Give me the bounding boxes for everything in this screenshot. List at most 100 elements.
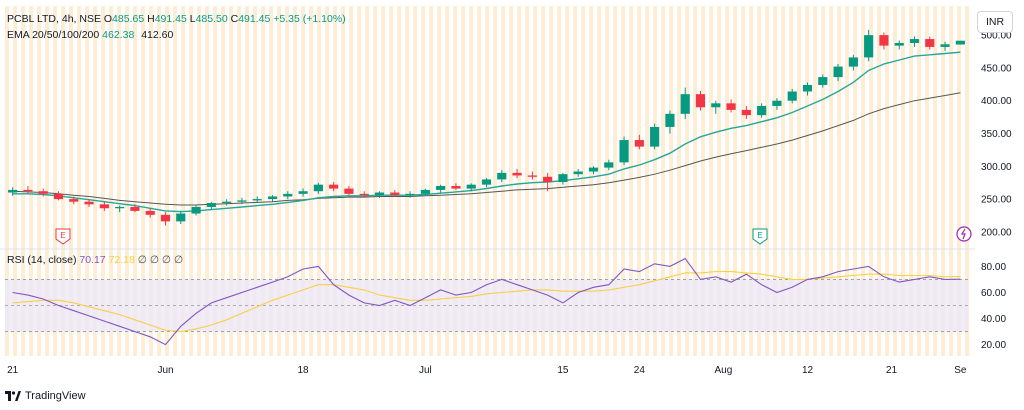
rsi-background-band (5, 279, 968, 332)
symbol-label[interactable]: PCBL LTD, 4h, NSE (7, 13, 101, 25)
session-band (741, 6, 745, 356)
session-band (837, 6, 841, 356)
split-event-icon[interactable] (956, 226, 972, 242)
candlestick-series[interactable] (8, 29, 965, 226)
earnings-event-icon[interactable]: E (752, 228, 768, 245)
time-axis[interactable]: 21 Jun 18 Jul 15 24 Aug 12 21 Se (7, 365, 967, 376)
candle (802, 82, 813, 96)
candle-body (390, 192, 400, 196)
session-band (45, 6, 49, 356)
candle (879, 32, 889, 50)
candle-body (53, 193, 64, 200)
rsi-label: RSI (14, close) (7, 254, 77, 266)
session-band (925, 6, 929, 356)
session-band (277, 6, 281, 356)
candle-body (222, 201, 232, 204)
candle (329, 182, 339, 192)
candle-body (787, 91, 797, 101)
session-band (629, 6, 633, 356)
rsi-value-2: 72.18 (108, 254, 135, 266)
session-band (885, 6, 889, 356)
candle (925, 36, 935, 50)
session-band (253, 6, 257, 356)
candle (222, 199, 232, 206)
session-band (613, 6, 617, 356)
candle-body (206, 203, 216, 207)
session-band (189, 6, 193, 356)
open-key: O (103, 13, 113, 25)
candle (252, 196, 262, 204)
candle (23, 185, 33, 194)
ema-legend[interactable]: EMA 20/50/100/200 462.38 412.60 (7, 29, 173, 41)
candle (38, 188, 48, 197)
event-markers: E E (55, 226, 972, 245)
session-band (285, 6, 289, 356)
session-band (429, 6, 433, 356)
session-band (965, 6, 969, 356)
price-axis[interactable]: 200.00 250.00 300.00 350.00 400.00 450.00 500.… (981, 31, 1012, 239)
candle (283, 191, 293, 200)
candle-body (8, 189, 18, 193)
candle (558, 172, 568, 185)
candle (726, 99, 736, 113)
session-band (13, 6, 17, 356)
session-band (357, 6, 361, 356)
session-band (493, 6, 497, 356)
session-band (29, 6, 33, 356)
session-band (509, 6, 513, 356)
candle (955, 40, 965, 45)
session-band (437, 6, 441, 356)
session-band (101, 6, 105, 356)
session-band (501, 6, 505, 356)
candle (405, 191, 415, 198)
session-band (661, 6, 665, 356)
session-band (69, 6, 73, 356)
rsi-axis[interactable]: 20.00 40.00 60.00 80.00 (981, 262, 1006, 351)
session-band (765, 6, 769, 356)
session-band (589, 6, 593, 356)
session-band (525, 6, 529, 356)
session-band (309, 6, 313, 356)
time-tick-label: 15 (557, 365, 569, 376)
candle-body (359, 193, 369, 196)
candle (145, 208, 155, 218)
session-band (245, 6, 249, 356)
candle-body (925, 39, 935, 47)
candle (390, 189, 400, 197)
session-band (773, 6, 777, 356)
candle-body (466, 184, 476, 189)
candle-body (252, 199, 262, 201)
price-tick-label: 500.00 (981, 31, 1012, 42)
session-band (541, 6, 545, 356)
candle-body (344, 188, 354, 194)
rsi-legend[interactable]: RSI (14, close) 70.17 72.18 ∅ ∅ ∅ ∅ (7, 254, 183, 266)
candle (466, 183, 476, 192)
candle-body (650, 126, 660, 147)
candle-body (558, 174, 568, 183)
session-band (413, 6, 417, 356)
dividend-event-icon[interactable]: E (55, 228, 71, 245)
candle-body (145, 210, 155, 215)
candle (909, 36, 920, 47)
candle (191, 205, 201, 216)
candle-body (23, 189, 33, 192)
candle-body (680, 94, 690, 114)
session-band (125, 6, 129, 356)
session-band (893, 6, 897, 356)
tradingview-branding[interactable]: TradingView (5, 390, 86, 402)
candle (497, 170, 507, 183)
candle-body (481, 179, 492, 185)
ema-value-2: 412.60 (141, 29, 174, 41)
session-band (197, 6, 201, 356)
rsi-value-1: 70.17 (79, 254, 106, 266)
session-band (317, 6, 321, 356)
session-band (221, 6, 225, 356)
session-band (901, 6, 905, 356)
candle (695, 90, 706, 111)
currency-badge[interactable]: INR (977, 11, 1013, 33)
candle (451, 183, 461, 190)
candle-body (176, 213, 186, 222)
session-band (621, 6, 625, 356)
candle-body (436, 185, 446, 190)
